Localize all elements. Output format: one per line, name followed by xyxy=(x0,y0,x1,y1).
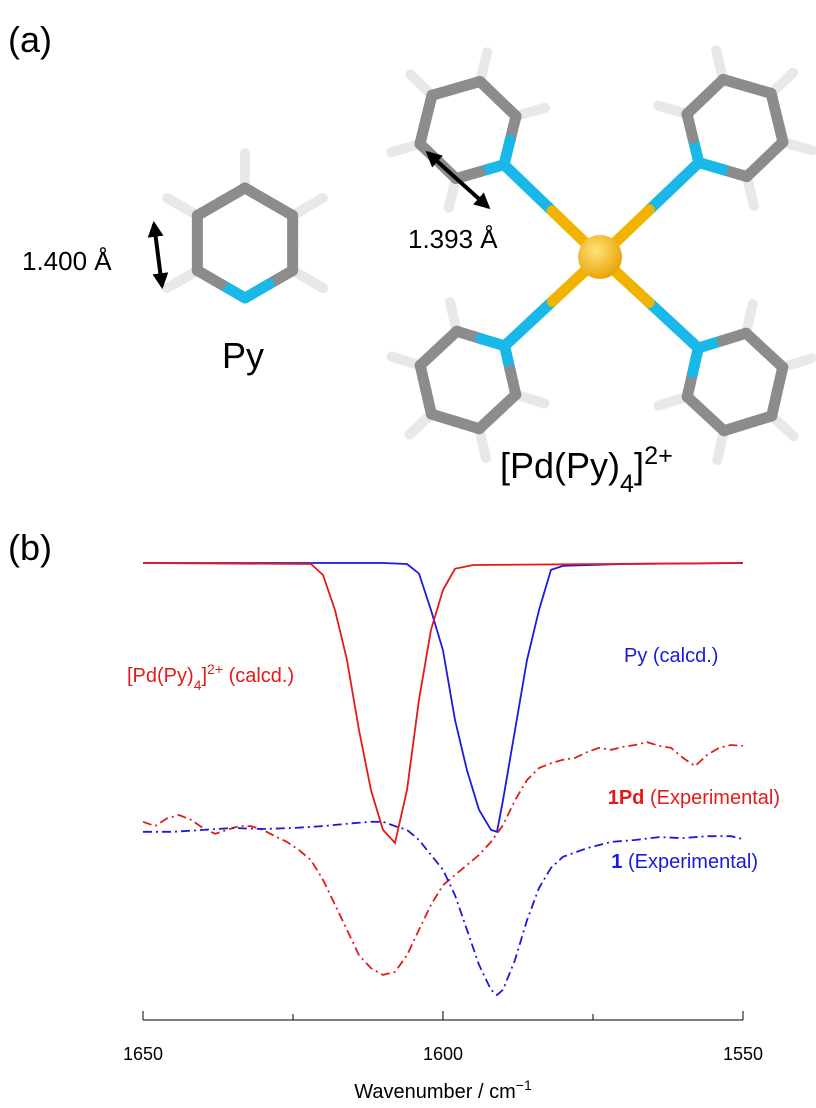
bond-length: 1.400 Å xyxy=(22,246,112,276)
label-part: 2+ xyxy=(207,661,223,677)
x-tick-label: 1550 xyxy=(723,1044,763,1064)
bond-length: 1.393 Å xyxy=(408,224,498,254)
spectrum-line xyxy=(143,822,743,995)
molecule-label: Py xyxy=(222,335,264,376)
label-part: 4 xyxy=(620,470,634,498)
x-tick-label: 1600 xyxy=(423,1044,463,1064)
label-part: [Pd(Py) xyxy=(500,445,620,486)
molecule-label: [Pd(Py)4]2+ xyxy=(500,442,673,498)
n-pd-bond xyxy=(505,301,553,345)
label-part: 4 xyxy=(194,677,202,693)
panel-label: (a) xyxy=(8,19,52,60)
x-tick-label: 1650 xyxy=(123,1044,163,1064)
label-part: −1 xyxy=(516,1077,532,1093)
arrow xyxy=(428,153,488,207)
series-label: Py (calcd.) xyxy=(624,645,718,667)
label-part: 1 xyxy=(611,851,622,873)
panel-label: (b) xyxy=(8,527,52,568)
label-part: 2+ xyxy=(644,442,673,470)
c-bond xyxy=(245,284,269,298)
label-part: (Experimental) xyxy=(622,851,758,873)
label-part: (calcd.) xyxy=(223,665,294,687)
n-pd-bond xyxy=(504,165,552,211)
label-part: ] xyxy=(634,445,644,486)
arrow xyxy=(154,224,162,286)
series-label: 1Pd (Experimental) xyxy=(608,787,780,809)
x-axis-label: Wavenumber / cm−1 xyxy=(354,1077,532,1103)
n-pd-bond xyxy=(649,303,698,349)
pd-atom xyxy=(578,235,622,279)
label-part: [Pd(Py) xyxy=(127,665,194,687)
label-part: Wavenumber / cm xyxy=(354,1081,516,1103)
molecules xyxy=(154,50,812,460)
label-part: Py (calcd.) xyxy=(624,645,718,667)
label-part: 1Pd xyxy=(608,787,645,809)
series-label: 1 (Experimental) xyxy=(611,851,758,873)
n-pd-bond xyxy=(649,163,698,210)
series-label: [Pd(Py)4]2+ (calcd.) xyxy=(127,661,294,693)
figure: (a) 1.400 Å Py 1.393 Å [Pd(Py)4]2+ (b) W… xyxy=(0,0,816,1108)
label-part: (Experimental) xyxy=(644,787,780,809)
